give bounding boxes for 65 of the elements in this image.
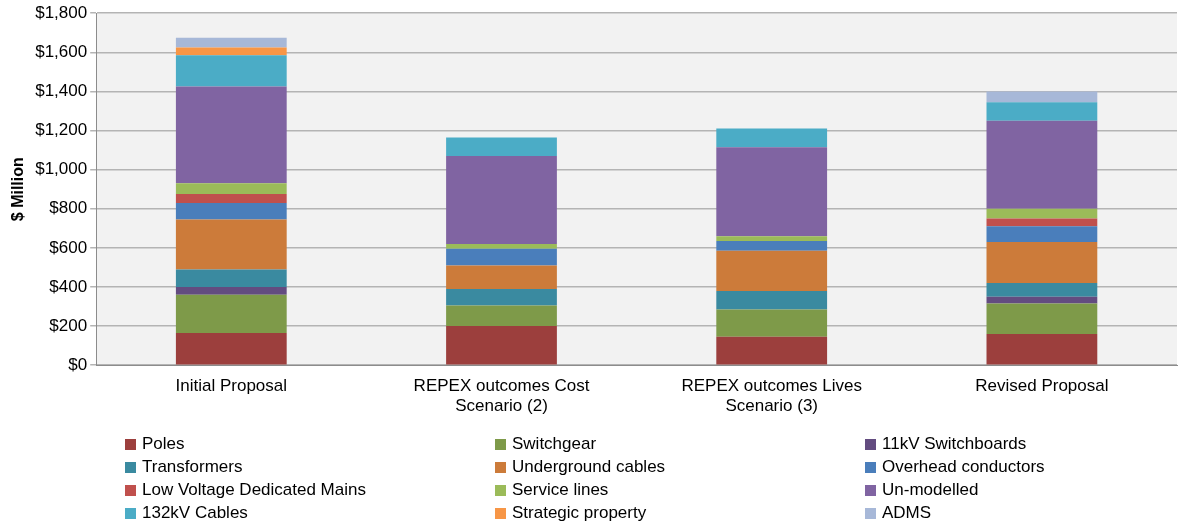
bar — [716, 128, 828, 148]
y-tick-label: $1,200 — [35, 120, 88, 140]
bar — [446, 265, 557, 289]
bar — [986, 242, 1098, 284]
legend-label: Underground cables — [512, 457, 666, 477]
legend-label: ADMS — [882, 503, 932, 523]
legend-label: Switchgear — [512, 434, 597, 454]
y-tick-label: $1,600 — [35, 42, 88, 61]
bar — [175, 286, 287, 295]
bar — [446, 305, 557, 327]
bar — [986, 333, 1098, 365]
bar — [716, 290, 828, 310]
bar — [175, 202, 287, 220]
bar — [446, 326, 557, 365]
bar — [175, 86, 287, 184]
bar — [175, 37, 287, 48]
legend-label: Overhead conductors — [882, 457, 1045, 477]
y-tick-label: $1,800 — [35, 2, 88, 22]
bar — [446, 137, 557, 156]
y-tick-label: $600 — [49, 237, 88, 257]
bar — [716, 250, 828, 291]
bar — [986, 208, 1098, 219]
bar — [175, 194, 287, 203]
bar — [175, 269, 287, 287]
x-tick-label: Initial Proposal — [175, 376, 288, 396]
bar — [716, 241, 828, 251]
y-tick-label: $0 — [68, 354, 88, 374]
bar — [986, 226, 1098, 242]
bar — [986, 303, 1098, 334]
legend-label: Strategic property — [512, 503, 647, 523]
bar — [175, 294, 287, 333]
bar — [446, 248, 557, 266]
legend-label: Transformers — [142, 457, 243, 477]
legend-label: 11kV Switchboards — [882, 434, 1027, 454]
legend-label: Poles — [142, 434, 185, 454]
legend-label: Low Voltage Dedicated Mains — [142, 480, 366, 500]
bar — [175, 332, 287, 365]
legend-label: Service lines — [512, 480, 609, 500]
bar — [716, 147, 828, 237]
bar — [175, 55, 287, 87]
bar — [716, 336, 828, 365]
bar — [986, 91, 1098, 103]
bar — [716, 236, 828, 242]
x-tick-label: REPEX outcomes Lives Scenario (3) — [681, 376, 862, 416]
bar — [175, 183, 287, 195]
bar — [716, 309, 828, 337]
bar — [175, 47, 287, 56]
bar — [986, 120, 1098, 209]
bar — [986, 283, 1098, 297]
y-tick-label: $400 — [49, 276, 88, 296]
y-axis-title: $ Million — [9, 157, 27, 222]
y-tick-label: $800 — [49, 198, 88, 218]
x-tick-label: Revised Proposal — [975, 376, 1109, 396]
bar — [446, 243, 557, 249]
y-tick-label: $200 — [49, 315, 88, 335]
bar — [986, 296, 1098, 304]
bar — [986, 102, 1098, 121]
x-tick-label: REPEX outcomes Cost Scenario (2) — [413, 376, 590, 416]
legend-label: 132kV Cables — [142, 503, 248, 523]
y-tick-label: $1,400 — [35, 81, 88, 101]
bar — [175, 219, 287, 270]
legend-label: Un-modelled — [882, 480, 979, 500]
bar — [446, 288, 557, 306]
bar — [446, 155, 557, 244]
y-tick-label: $1,000 — [35, 159, 88, 179]
